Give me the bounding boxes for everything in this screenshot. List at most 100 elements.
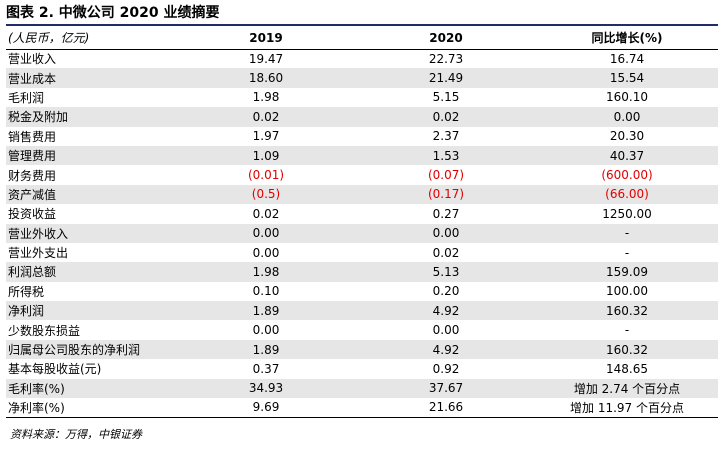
cell-2019: 19.47 bbox=[248, 51, 284, 66]
cell-2019: 0.37 bbox=[252, 361, 280, 376]
cell-2020: 0.02 bbox=[432, 109, 460, 124]
cell-growth: 148.65 bbox=[606, 361, 648, 376]
cell-2019: (0.5) bbox=[251, 187, 281, 202]
cell-growth: - bbox=[624, 226, 630, 241]
row-label: 利润总额 bbox=[8, 265, 57, 280]
table-row: 所得税 0.10 0.20 100.00 bbox=[6, 281, 718, 302]
table-row: 销售费用 1.97 2.37 20.30 bbox=[6, 126, 718, 146]
cell-growth: 40.37 bbox=[609, 148, 645, 163]
cell-2020: 21.66 bbox=[356, 398, 536, 418]
cell-2019: 1.09 bbox=[252, 148, 280, 163]
cell-growth: (600.00) bbox=[601, 168, 653, 183]
cell-growth: 160.32 bbox=[606, 342, 648, 357]
cell-growth: 160.32 bbox=[606, 303, 648, 318]
cell-growth: 16.74 bbox=[609, 51, 645, 66]
cell-growth: - bbox=[624, 245, 630, 260]
table-row: 少数股东损益 0.00 0.00 - bbox=[6, 320, 718, 340]
row-label: 净利润 bbox=[8, 304, 45, 319]
cell-2019: 1.98 bbox=[252, 264, 280, 279]
table-row: 资产减值 (0.5) (0.17) (66.00) bbox=[6, 184, 718, 205]
cell-growth: 0.00 bbox=[613, 109, 641, 124]
row-label: 投资收益 bbox=[8, 207, 57, 222]
table-row: 营业成本 18.60 21.49 15.54 bbox=[6, 68, 718, 88]
cell-2019: 18.60 bbox=[248, 71, 284, 86]
table-row: 管理费用 1.09 1.53 40.37 bbox=[6, 145, 718, 166]
row-label: 归属母公司股东的净利润 bbox=[8, 343, 141, 358]
cell-2019: 9.69 bbox=[176, 398, 356, 418]
figure-title: 图表 2. 中微公司 2020 业绩摘要 bbox=[6, 2, 718, 26]
cell-2019: 1.89 bbox=[252, 342, 280, 357]
cell-2020: (0.17) bbox=[427, 187, 465, 202]
cell-2020: 4.92 bbox=[432, 342, 460, 357]
cell-2020: 0.27 bbox=[432, 206, 460, 221]
cell-2020: 22.73 bbox=[428, 51, 464, 66]
table-body: 营业收入 19.47 22.73 16.74 营业成本 18.60 21.49 15.54 毛利… bbox=[6, 49, 718, 418]
cell-2020: 0.00 bbox=[432, 226, 460, 241]
cell-growth: 15.54 bbox=[609, 71, 645, 86]
table-row: 税金及附加 0.02 0.02 0.00 bbox=[6, 107, 718, 127]
cell-growth: 1250.00 bbox=[602, 206, 652, 221]
cell-growth: 159.09 bbox=[606, 264, 648, 279]
row-label: 税金及附加 bbox=[8, 110, 69, 125]
row-label: 少数股东损益 bbox=[8, 323, 81, 338]
cell-2020: 4.92 bbox=[432, 303, 460, 318]
row-label: 基本每股收益(元) bbox=[8, 362, 102, 377]
table-row: 基本每股收益(元) 0.37 0.92 148.65 bbox=[6, 359, 718, 379]
table-row: 投资收益 0.02 0.27 1250.00 bbox=[6, 204, 718, 224]
cell-2019: (0.01) bbox=[247, 168, 285, 183]
cell-2020: 0.02 bbox=[432, 245, 460, 260]
cell-growth: - bbox=[624, 323, 630, 338]
cell-2019: 0.02 bbox=[252, 206, 280, 221]
cell-2020: 21.49 bbox=[428, 71, 464, 86]
cell-2019: 0.00 bbox=[252, 323, 280, 338]
cell-2020: 5.13 bbox=[432, 264, 460, 279]
cell-2020: 0.00 bbox=[432, 323, 460, 338]
row-label: 毛利率(%) bbox=[8, 381, 65, 396]
header-growth: 同比增长(%) bbox=[536, 27, 718, 50]
table-row: 净利率(%) 9.69 21.66 增加 11.97 个百分点 bbox=[6, 398, 718, 418]
cell-2020: 2.37 bbox=[432, 129, 460, 144]
row-label: 所得税 bbox=[8, 284, 45, 299]
row-label: 销售费用 bbox=[8, 129, 57, 144]
row-label: 财务费用 bbox=[8, 168, 57, 183]
source-note: 资料来源：万得，中银证券 bbox=[10, 428, 142, 441]
cell-2020: 37.67 bbox=[428, 381, 464, 396]
cell-growth: 增加 2.74 个百分点 bbox=[573, 381, 681, 396]
cell-2020: 1.53 bbox=[432, 148, 460, 163]
cell-growth: 160.10 bbox=[606, 90, 648, 105]
cell-growth: 20.30 bbox=[609, 129, 645, 144]
header-2020: 2020 bbox=[356, 27, 536, 50]
cell-2019: 0.02 bbox=[252, 109, 280, 124]
cell-2019: 0.00 bbox=[252, 245, 280, 260]
cell-2020: (0.07) bbox=[427, 168, 465, 183]
table-row: 毛利率(%) 34.93 37.67 增加 2.74 个百分点 bbox=[6, 378, 718, 399]
row-label: 管理费用 bbox=[8, 149, 57, 164]
table-row: 营业收入 19.47 22.73 16.74 bbox=[6, 49, 718, 69]
table-row: 营业外支出 0.00 0.02 - bbox=[6, 242, 718, 263]
results-table: (人民币，亿元) 2019 2020 同比增长(%) 营业收入 19.47 22.7… bbox=[6, 27, 718, 418]
row-label: 净利率(%) bbox=[6, 398, 176, 418]
table-row: 营业外收入 0.00 0.00 - bbox=[6, 223, 718, 243]
table-row: 净利润 1.89 4.92 160.32 bbox=[6, 301, 718, 321]
table-row: 毛利润 1.98 5.15 160.10 bbox=[6, 87, 718, 108]
row-label: 营业成本 bbox=[8, 71, 57, 86]
cell-2019: 1.98 bbox=[252, 90, 280, 105]
table-row: 归属母公司股东的净利润 1.89 4.92 160.32 bbox=[6, 339, 718, 360]
cell-growth: 100.00 bbox=[606, 284, 648, 299]
cell-2019: 1.97 bbox=[252, 129, 280, 144]
cell-2020: 5.15 bbox=[432, 90, 460, 105]
table-row: 财务费用 (0.01) (0.07) (600.00) bbox=[6, 165, 718, 185]
row-label: 毛利润 bbox=[8, 90, 45, 105]
table-row: 利润总额 1.98 5.13 159.09 bbox=[6, 262, 718, 282]
cell-2019: 1.89 bbox=[252, 303, 280, 318]
header-2019: 2019 bbox=[176, 27, 356, 50]
cell-growth: (66.00) bbox=[605, 187, 649, 202]
header-unit: (人民币，亿元) bbox=[6, 27, 176, 50]
cell-2019: 0.10 bbox=[252, 284, 280, 299]
row-label: 营业外支出 bbox=[8, 246, 69, 261]
cell-growth: 增加 11.97 个百分点 bbox=[536, 398, 718, 418]
cell-2020: 0.92 bbox=[432, 361, 460, 376]
row-label: 资产减值 bbox=[8, 187, 57, 202]
row-label: 营业收入 bbox=[8, 52, 57, 67]
